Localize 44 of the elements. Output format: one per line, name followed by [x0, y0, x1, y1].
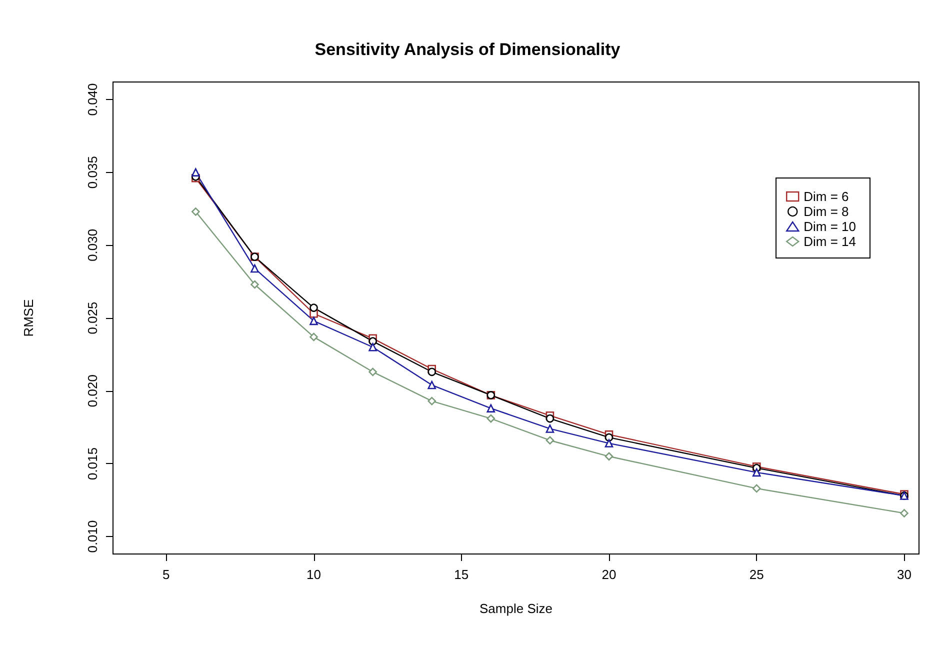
- y-axis-title: RMSE: [21, 298, 36, 337]
- point: [310, 304, 318, 312]
- point: [546, 414, 554, 423]
- y-tick-label: 0.020: [85, 374, 100, 408]
- point: [192, 208, 200, 216]
- point: [900, 509, 908, 518]
- y-tick-label: 0.010: [85, 520, 100, 553]
- point: [752, 468, 761, 477]
- point: [428, 380, 436, 390]
- point: [546, 424, 554, 433]
- x-tick-label: 5: [162, 567, 170, 582]
- point: [192, 168, 200, 176]
- point: [604, 452, 614, 461]
- x-tick-label: 10: [306, 567, 321, 582]
- x-axis-title: Sample Size: [480, 601, 552, 616]
- point: [428, 368, 436, 376]
- x-tick-label: 15: [454, 567, 469, 582]
- point: [368, 368, 377, 376]
- point: [428, 396, 436, 406]
- point: [546, 436, 554, 445]
- x-tick-label: 25: [749, 567, 764, 582]
- y-tick-label: 0.015: [85, 447, 100, 480]
- y-tick-label: 0.025: [85, 302, 100, 334]
- point: [310, 332, 318, 342]
- point: [250, 280, 259, 289]
- y-tick-label: 0.035: [85, 156, 100, 189]
- point: [486, 414, 496, 423]
- chart-title: Sensitivity Analysis of Dimensionality: [314, 40, 621, 59]
- legend-label: Dim = 6: [804, 189, 849, 204]
- point: [486, 404, 496, 412]
- point: [368, 337, 377, 346]
- legend-label: Dim = 8: [804, 204, 849, 219]
- point: [604, 439, 614, 448]
- y-tick-label: 0.040: [85, 83, 100, 116]
- point: [310, 316, 318, 326]
- x-tick-label: 20: [602, 567, 616, 582]
- y-tick-label: 0.030: [85, 228, 100, 262]
- point: [368, 342, 377, 352]
- point: [250, 264, 259, 273]
- legend-label: Dim = 10: [804, 219, 856, 234]
- legend-label: Dim = 14: [804, 234, 856, 249]
- point: [752, 484, 761, 493]
- x-tick-label: 30: [897, 567, 912, 582]
- point: [604, 433, 614, 442]
